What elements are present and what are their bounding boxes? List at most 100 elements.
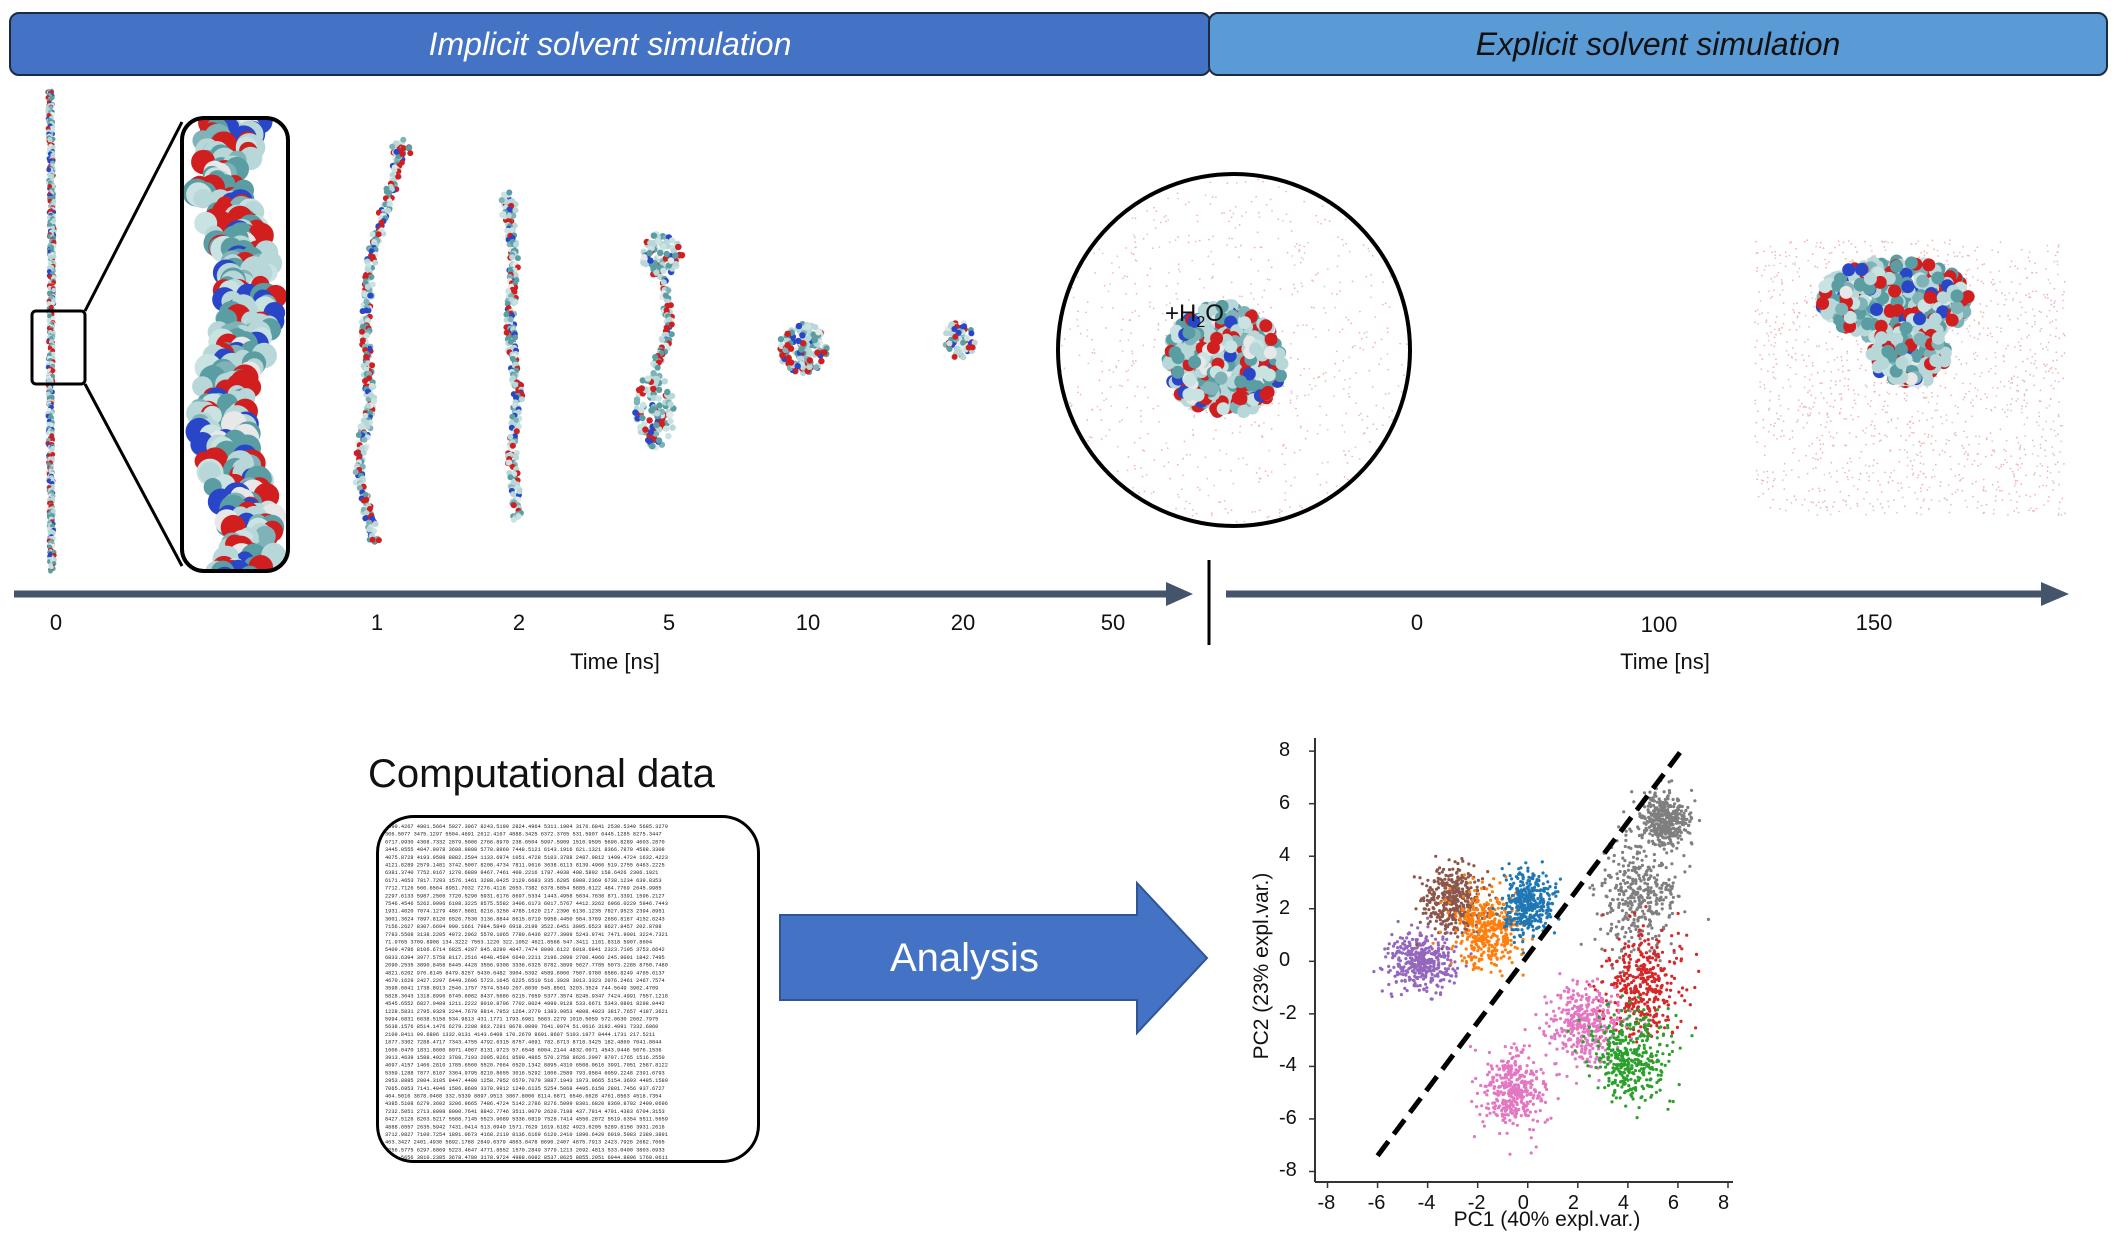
data-point [1544,886,1548,891]
data-point [1508,874,1512,878]
data-point [1469,944,1473,948]
data-point [1532,914,1536,918]
data-point [1542,1029,1546,1034]
data-point [1657,1020,1661,1024]
data-point [1649,1054,1653,1058]
data-point [1650,974,1654,978]
data-point [1540,913,1544,917]
data-point [1610,922,1614,926]
data-point [1615,984,1619,989]
data-point [1483,936,1487,940]
data-point [1655,1024,1659,1028]
data-point [1487,1070,1491,1074]
data-point [1501,1083,1505,1087]
data-point [1601,1012,1605,1016]
data-point [1454,940,1458,944]
data-point [1538,1026,1542,1030]
data-point [1629,896,1633,900]
data-point [1664,895,1668,900]
data-point [1669,840,1673,844]
data-point [1640,896,1644,900]
data-point [1531,1118,1535,1122]
data-point [1646,865,1650,870]
data-point [1591,893,1595,897]
data-point [1658,814,1662,818]
data-point [1469,932,1473,937]
data-point [1631,1051,1635,1055]
data-point [1673,812,1677,816]
data-point [1637,934,1641,938]
data-point [1562,989,1566,993]
data-point [1654,1067,1658,1072]
data-point [1612,1042,1617,1046]
data-point [1628,914,1632,919]
data-point [1507,1093,1511,1097]
data-point [1658,838,1662,843]
data-point [1632,948,1636,952]
data-point [1640,858,1644,862]
data-point [1690,1034,1694,1038]
data-point [1444,873,1448,878]
table-row-texture: 5828.3643 1318.8996 8745.6082 8437.5686 … [385,993,668,999]
data-point [1469,901,1473,905]
data-point [1601,1017,1606,1021]
data-point [1652,1020,1656,1024]
data-point [1498,1073,1502,1077]
data-point [1529,1085,1533,1090]
data-point [1481,913,1486,917]
data-point [1463,883,1467,887]
data-point [1658,1088,1662,1092]
data-point [1584,987,1588,991]
data-point [1694,1026,1698,1030]
table-row-texture: 1228.5831 2795.9329 2244.7679 8814.7953 … [385,1009,668,1015]
zoom-panel-frame [180,116,290,573]
data-point [1527,875,1531,879]
data-point [1523,1112,1527,1116]
data-point [1594,1011,1599,1016]
data-point [1657,934,1661,938]
data-point [1612,1069,1616,1073]
data-point [1429,960,1433,965]
data-point [1463,910,1467,914]
data-point [1591,1012,1595,1016]
data-point [1645,1078,1649,1082]
data-point [1476,898,1480,903]
data-point [1634,984,1638,988]
table-row-texture: 71.9765 3709.8908 134.3222 7553.1220 322… [385,940,652,946]
data-point [1436,943,1440,947]
data-point [1394,951,1398,955]
data-point [1632,896,1636,900]
data-point [1577,1031,1581,1035]
data-point [1403,986,1407,991]
data-point [1487,923,1491,927]
data-point [1390,994,1394,999]
data-point [1506,1073,1510,1077]
data-point [1613,886,1617,890]
data-point [1410,923,1414,927]
data-point [1421,911,1425,916]
data-point [1617,937,1621,941]
data-point [1501,1076,1505,1080]
data-point [1566,1029,1570,1033]
data-point [1665,1044,1669,1048]
implicit-time-axis-label: Time [ns] [570,649,660,674]
explicit-time-axis-label: Time [ns] [1620,649,1710,674]
data-point [1523,923,1527,927]
data-point [1441,920,1445,924]
data-point [1486,1102,1490,1106]
data-point [1502,1106,1506,1110]
data-point [1637,873,1641,877]
data-point [1620,898,1625,902]
data-point [1532,1061,1536,1065]
data-point [1586,1013,1590,1017]
data-point [1665,981,1669,985]
data-point [1404,957,1408,961]
data-point [1625,1053,1630,1057]
data-point [1562,1028,1566,1032]
data-point [1480,967,1484,972]
data-point [1549,1116,1553,1120]
data-point [1543,1100,1548,1104]
data-point [1606,1026,1610,1030]
data-point [1633,1057,1637,1062]
data-point [1637,1029,1641,1033]
